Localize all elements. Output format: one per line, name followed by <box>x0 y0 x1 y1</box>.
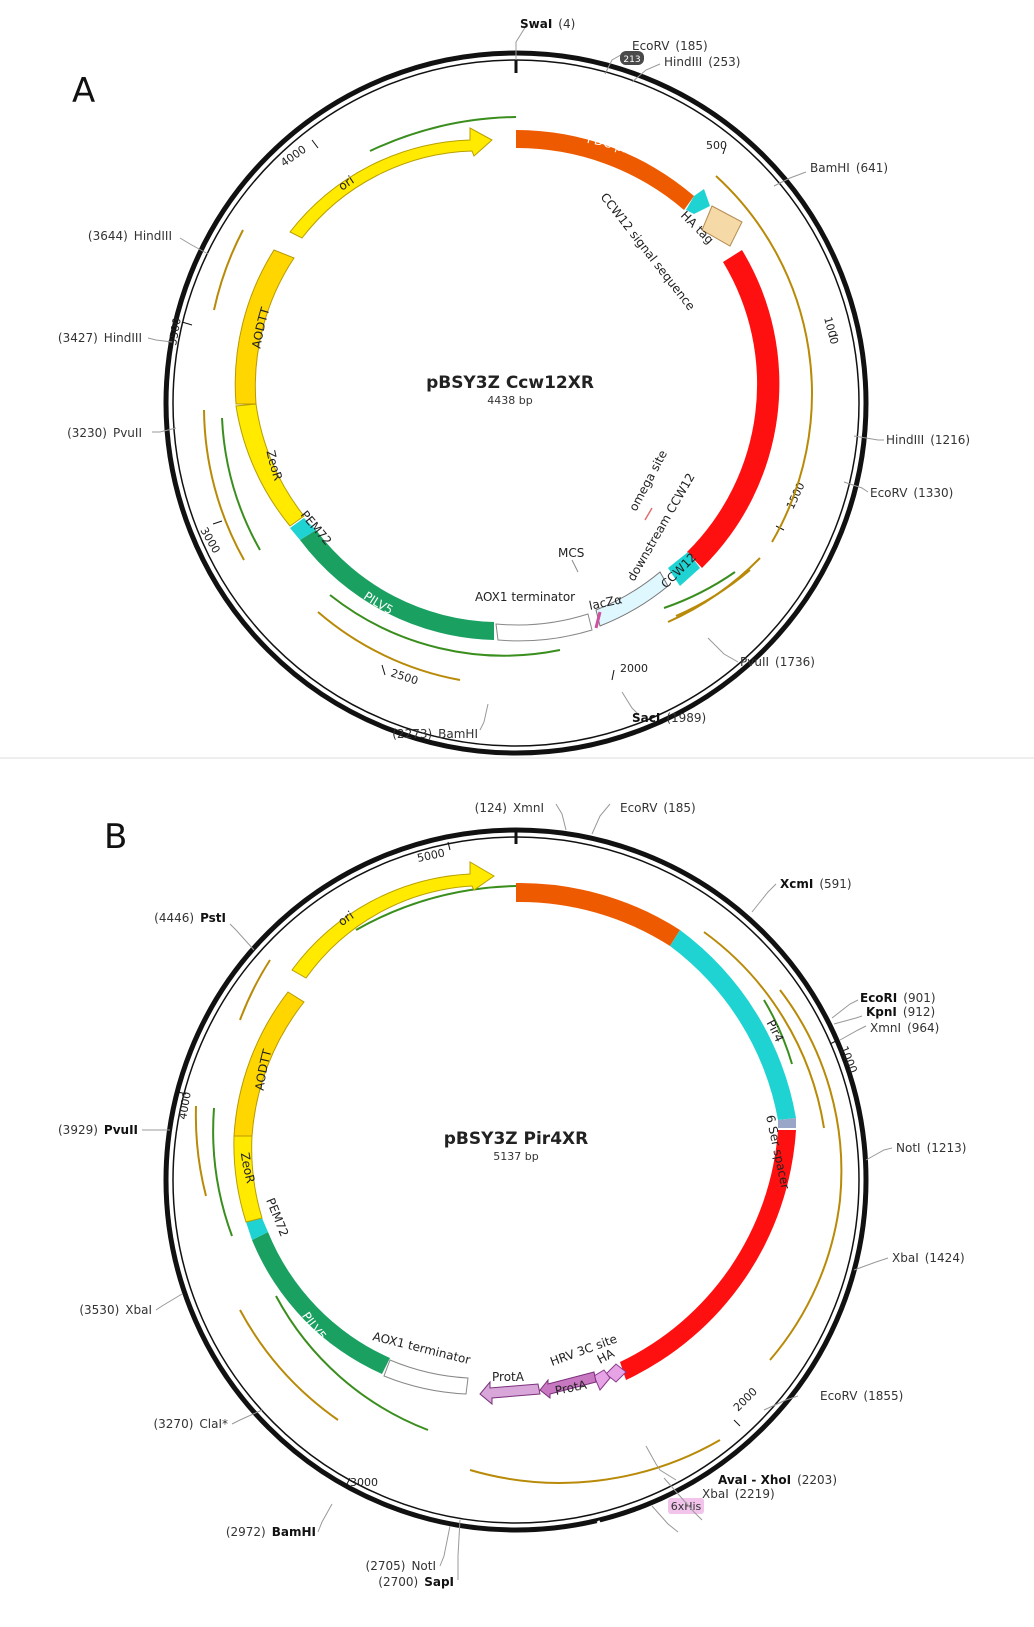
panel-a-letter: A <box>72 71 95 111</box>
site-label: EcoRI (901) <box>860 991 936 1005</box>
map-size-b: 5137 bp <box>493 1150 538 1163</box>
tick-label: 2000 <box>620 662 648 675</box>
site-label: KpnI (912) <box>866 1005 935 1019</box>
ha-tag-feature <box>686 189 710 214</box>
mcs-label: MCS <box>558 546 584 560</box>
panel-a: A 500 1000 1500 2000 2500 3000 3500 4000 <box>58 17 970 756</box>
zeor-feature <box>235 403 305 527</box>
site-label: HindIII (1216) <box>886 433 970 447</box>
prota-feature-1 <box>479 1380 541 1406</box>
site-label: EcoRV (1330) <box>870 486 953 500</box>
site-label: (3644) HindIII <box>88 229 172 243</box>
pem72-feature <box>246 1218 268 1240</box>
site-label: SwaI (4) <box>520 17 575 31</box>
prota-label-1: ProtA <box>492 1370 525 1384</box>
tick-label: 1500 <box>784 480 808 511</box>
site-label: XbaI (2219) <box>702 1487 775 1501</box>
site-label: (3427) HindIII <box>58 331 142 345</box>
tick-label: 3000 <box>350 1476 378 1489</box>
site-leaders-b <box>142 803 893 1580</box>
site-label: (3270) ClaI* <box>153 1417 228 1431</box>
sites-a: SwaI (4) 213 EcoRV (185) HindIII (253) BamH… <box>58 17 970 741</box>
tick-label: 1000 <box>821 315 841 345</box>
aodtt-feature <box>233 991 305 1137</box>
lacz-feature <box>594 611 602 629</box>
site-label: (2972) BamHI <box>226 1525 316 1539</box>
site-label: EcoRV (1855) <box>820 1389 903 1403</box>
site-label: (2700) SapI <box>378 1575 454 1589</box>
6-ser-spacer-feature <box>778 1118 796 1128</box>
tick-label: 2000 <box>731 1385 760 1414</box>
backbone-inner <box>172 836 860 1524</box>
tick-label: 4000 <box>176 1091 194 1121</box>
prota-feature-2 <box>539 1371 597 1400</box>
panel-b-letter: B <box>104 817 127 857</box>
site-label: EcoRV (185) <box>620 801 696 815</box>
gre3-label: GRE3 <box>778 396 793 430</box>
mcs-leader <box>571 559 579 573</box>
site-label: (3530) XbaI <box>79 1303 152 1317</box>
omega-site-label: omega site <box>626 448 670 514</box>
gre3-feature <box>687 250 780 568</box>
ori-feature <box>289 127 493 239</box>
gre3-feature <box>620 1130 796 1380</box>
tick-label: 5000 <box>416 846 446 865</box>
6xhis-label: 6xHis <box>671 1500 702 1513</box>
lacz-label: lacZα <box>588 592 624 613</box>
site-label: AvaI - XhoI (2203) <box>718 1473 837 1487</box>
pilv5-feature <box>300 530 494 640</box>
map-size-a: 4438 bp <box>487 394 532 407</box>
ori-feature <box>291 861 495 979</box>
panel-b: B 1000 2000 3000 4000 5000 <box>58 801 966 1589</box>
map-title-b: pBSY3Z Pir4XR <box>444 1129 588 1149</box>
site-label: NotI (1213) <box>896 1141 966 1155</box>
aox1-terminator-feature <box>495 613 593 642</box>
ccw12-signal-feature <box>701 205 743 247</box>
pdc-promoter-feature <box>516 882 680 946</box>
site-label: BamHI (641) <box>810 161 888 175</box>
site-label: SacI (1989) <box>632 711 706 725</box>
tick-label: 2500 <box>389 666 420 687</box>
gre3-label: GRE3 <box>771 1284 796 1320</box>
tick-label: 4000 <box>278 143 308 170</box>
features-b <box>233 861 796 1514</box>
site-label: (2273) BamHI <box>392 727 478 741</box>
pilv5-feature <box>252 1232 390 1374</box>
site-label: XmnI (964) <box>870 1021 939 1035</box>
site-label: XcmI (591) <box>780 877 852 891</box>
overlap-badge <box>620 51 644 65</box>
orf-arrows-a <box>203 116 813 681</box>
tick-label: 500 <box>706 139 727 152</box>
overlap-badge-label: 213 <box>623 55 640 65</box>
orf-arrows-b <box>194 885 843 1484</box>
site-label: (4446) PstI <box>154 911 226 925</box>
backbone-outer <box>163 827 869 1533</box>
omega-site-mark <box>644 507 653 521</box>
site-label: EcoRV (185) <box>632 39 708 53</box>
pir4-feature <box>670 930 796 1120</box>
aox1-terminator-feature <box>383 1359 469 1395</box>
site-label: (3929) PvuII <box>58 1123 138 1137</box>
site-label: (2705) NotI <box>366 1559 436 1573</box>
tick-label: 3500 <box>166 317 184 347</box>
pem72-feature <box>290 518 316 540</box>
map-title-a: pBSY3Z Ccw12XR <box>426 373 594 393</box>
pdc-promoter-feature <box>516 129 694 210</box>
features-a <box>234 127 780 642</box>
site-label: HindIII (253) <box>664 55 740 69</box>
aox1-terminator-label: AOX1 terminator <box>475 590 575 604</box>
prota-label-2: ProtA <box>554 1377 589 1398</box>
site-label: (124) XmnI <box>475 801 544 815</box>
site-label: (3230) PvuII <box>67 426 142 440</box>
aodtt-feature <box>234 249 295 405</box>
backbone-gap <box>596 1520 605 1531</box>
site-label: PvuII (1736) <box>740 655 815 669</box>
sites-b: (124) XmnI EcoRV (185) XcmI (591) EcoRI (901… <box>58 801 966 1589</box>
6xhis-feature <box>668 1498 704 1514</box>
ccw12-feature <box>668 552 700 586</box>
site-label: XbaI (1424) <box>892 1251 965 1265</box>
